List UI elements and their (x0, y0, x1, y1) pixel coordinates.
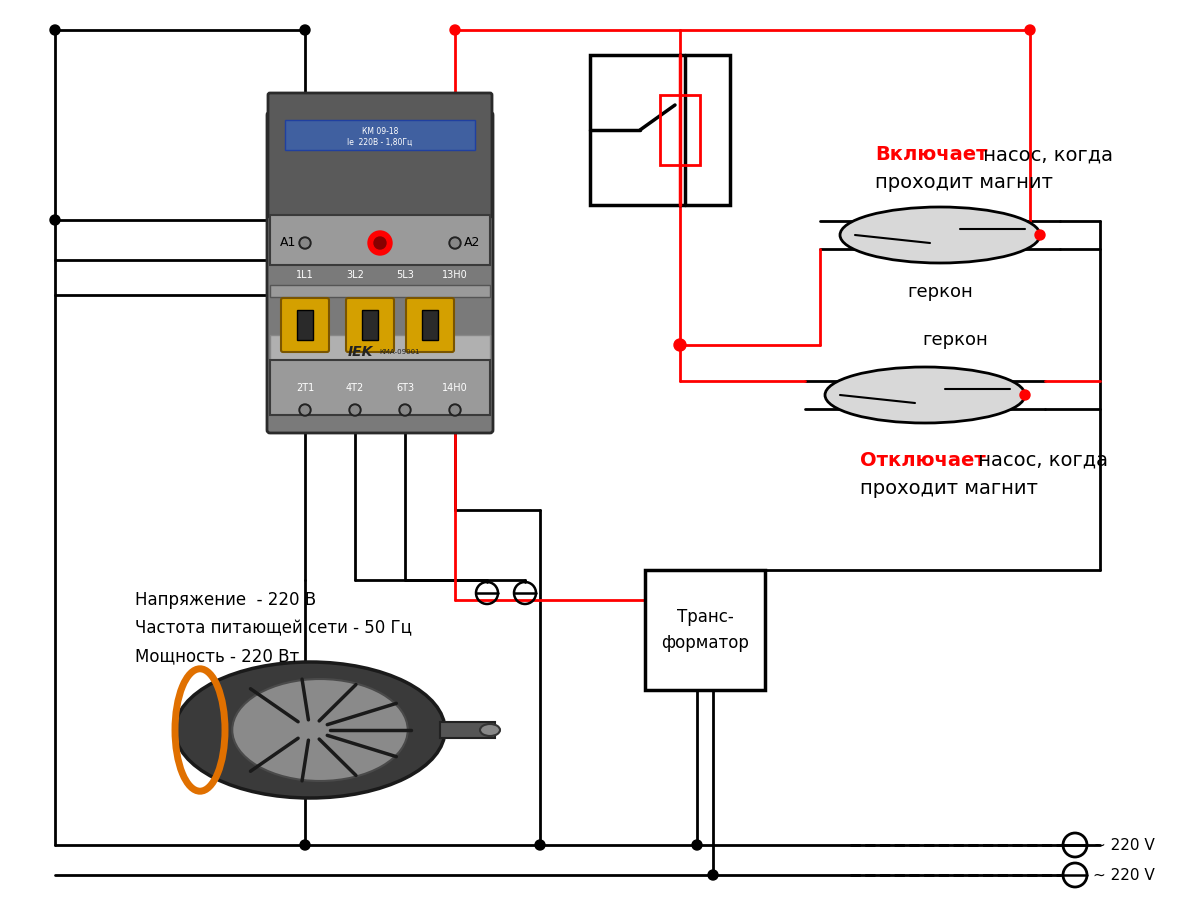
Circle shape (349, 404, 361, 416)
Circle shape (300, 840, 310, 850)
Text: 5L3: 5L3 (396, 270, 414, 280)
Bar (270, 215, 490, 265)
Circle shape (401, 406, 409, 414)
Circle shape (398, 404, 410, 416)
Bar (286, 120, 475, 150)
Text: Частота питающей сети - 50 Гц: Частота питающей сети - 50 Гц (134, 619, 412, 637)
Text: Транс-
форматор: Транс- форматор (661, 608, 749, 652)
Text: IEK: IEK (347, 345, 373, 359)
Text: КМА-09001: КМА-09001 (379, 349, 420, 355)
Bar (270, 285, 490, 297)
Circle shape (299, 237, 311, 249)
Circle shape (1034, 230, 1045, 240)
Bar (270, 360, 490, 415)
Bar (362, 310, 378, 340)
Text: геркон: геркон (907, 283, 973, 301)
Circle shape (50, 25, 60, 35)
Ellipse shape (233, 679, 408, 781)
Bar (660, 95, 700, 165)
Circle shape (451, 239, 458, 247)
Circle shape (299, 404, 311, 416)
Text: A1: A1 (280, 236, 296, 249)
Ellipse shape (826, 367, 1025, 423)
Text: Мощность - 220 Вт: Мощность - 220 Вт (134, 647, 299, 665)
Text: 3L2: 3L2 (346, 270, 364, 280)
Circle shape (300, 25, 310, 35)
Circle shape (708, 870, 718, 880)
Circle shape (449, 404, 461, 416)
Bar (646, 570, 766, 690)
Bar (590, 55, 730, 205)
Ellipse shape (175, 662, 445, 798)
Text: 2T1: 2T1 (296, 383, 314, 393)
Text: Включает: Включает (875, 145, 988, 164)
FancyBboxPatch shape (268, 93, 492, 217)
Text: 4T2: 4T2 (346, 383, 364, 393)
Circle shape (450, 25, 460, 35)
FancyBboxPatch shape (266, 112, 493, 433)
Text: Напряжение  - 220 В: Напряжение - 220 В (134, 591, 316, 609)
Text: 13H0: 13H0 (442, 270, 468, 280)
Circle shape (352, 406, 359, 414)
Text: ~ 220 V: ~ 220 V (1093, 867, 1154, 883)
Bar (298, 310, 313, 340)
Text: Отключает: Отключает (860, 450, 985, 469)
Circle shape (451, 406, 458, 414)
Text: насос, когда: насос, когда (977, 145, 1114, 164)
Circle shape (301, 239, 310, 247)
Circle shape (1025, 25, 1034, 35)
Bar (440, 722, 496, 738)
Text: насос, когда: насос, когда (972, 450, 1108, 469)
Text: КМ 09-18
Ie  220В - 1,80Гц: КМ 09-18 Ie 220В - 1,80Гц (347, 127, 413, 147)
FancyBboxPatch shape (406, 298, 454, 352)
FancyBboxPatch shape (346, 298, 394, 352)
Circle shape (535, 840, 545, 850)
Text: 1L1: 1L1 (296, 270, 314, 280)
Ellipse shape (480, 724, 500, 736)
Text: проходит магнит: проходит магнит (875, 173, 1054, 193)
Bar (270, 335, 490, 370)
Circle shape (50, 215, 60, 225)
Text: ~ 220 V: ~ 220 V (1093, 837, 1154, 853)
Text: 14H0: 14H0 (442, 383, 468, 393)
Circle shape (674, 339, 686, 351)
Circle shape (368, 231, 392, 255)
Circle shape (449, 237, 461, 249)
Circle shape (301, 406, 310, 414)
Circle shape (374, 237, 386, 249)
Bar (422, 310, 438, 340)
Circle shape (1020, 390, 1030, 400)
Ellipse shape (840, 207, 1040, 263)
Text: A2: A2 (463, 236, 480, 249)
FancyBboxPatch shape (281, 298, 329, 352)
Text: 6T3: 6T3 (396, 383, 414, 393)
Circle shape (692, 840, 702, 850)
Text: геркон: геркон (922, 331, 988, 349)
Text: проходит магнит: проходит магнит (860, 478, 1038, 498)
